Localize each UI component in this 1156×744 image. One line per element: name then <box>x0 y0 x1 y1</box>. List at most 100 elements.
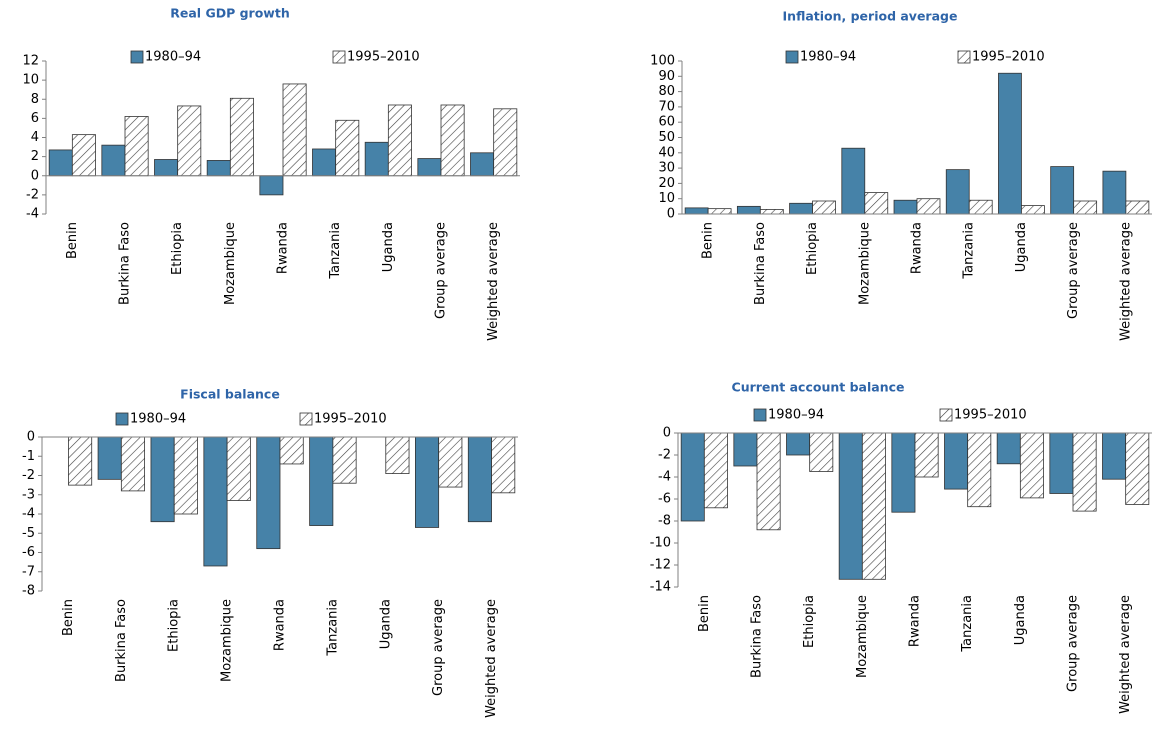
bar <box>309 436 334 526</box>
y-tick-label: 0 <box>31 168 39 183</box>
bar <box>177 105 202 177</box>
y-tick-label: 2 <box>31 149 39 164</box>
bar <box>467 436 492 523</box>
bar <box>71 134 96 177</box>
bar <box>1102 432 1127 480</box>
bar <box>364 141 389 177</box>
y-tick-label: -4 <box>658 470 671 485</box>
bar <box>861 432 886 580</box>
bar <box>967 432 992 508</box>
y-tick-label: 100 <box>650 54 675 69</box>
legend-label: 1995–2010 <box>954 408 1027 423</box>
chart-title: Current account balance <box>732 380 905 395</box>
x-tick-label: Burkina Faso <box>118 222 133 305</box>
x-tick-label: Benin <box>65 222 80 259</box>
bar <box>279 436 304 465</box>
bar <box>841 147 866 215</box>
bar <box>945 169 970 215</box>
y-tick-label: 4 <box>31 130 39 145</box>
x-tick-label: Tanzania <box>960 595 975 653</box>
bar <box>48 149 73 177</box>
bar <box>1073 200 1098 215</box>
x-tick-label: Rwanda <box>276 222 291 274</box>
bar <box>414 436 440 528</box>
y-tick-label: 60 <box>658 115 675 130</box>
bar <box>124 116 149 177</box>
bar <box>1021 205 1045 215</box>
bar <box>1049 432 1074 494</box>
legend-label: 1995–2010 <box>314 412 387 427</box>
x-tick-label: Tanzania <box>962 222 977 280</box>
y-tick-label: 70 <box>658 99 675 114</box>
bar <box>891 432 916 513</box>
legend-label: 1995–2010 <box>347 50 420 65</box>
bar <box>707 208 732 215</box>
x-tick-label: Mozambique <box>223 222 238 305</box>
x-tick-label: Mozambique <box>855 595 870 678</box>
y-tick-label: -14 <box>650 580 671 595</box>
bar <box>996 432 1021 465</box>
bar <box>703 432 728 509</box>
bar <box>736 205 761 215</box>
x-tick-label: Ethiopia <box>805 222 820 275</box>
x-tick-label: Rwanda <box>273 599 288 651</box>
bar <box>120 436 146 492</box>
bar <box>968 199 993 215</box>
bar <box>733 432 758 467</box>
bar <box>1050 166 1075 215</box>
y-tick-label: -6 <box>658 492 671 507</box>
bar <box>154 159 179 177</box>
bar <box>97 436 122 480</box>
bar <box>332 436 357 484</box>
chart-title: Real GDP growth <box>170 6 289 21</box>
bar <box>680 432 705 522</box>
bar <box>1125 432 1150 505</box>
x-tick-label: Rwanda <box>908 595 923 647</box>
y-tick-label: -4 <box>26 207 39 222</box>
bar <box>493 108 518 177</box>
bar <box>812 200 836 215</box>
y-tick-label: 20 <box>658 176 675 191</box>
x-tick-label: Mozambique <box>857 222 872 305</box>
bar <box>101 144 126 177</box>
x-tick-label: Uganda <box>1014 222 1029 272</box>
bar <box>173 436 198 515</box>
x-tick-label: Benin <box>697 595 712 632</box>
y-tick-label: 6 <box>31 111 39 126</box>
bar <box>914 432 939 478</box>
bar <box>998 72 1022 215</box>
x-tick-label: Weighted average <box>1118 222 1133 341</box>
x-tick-label: Uganda <box>1013 595 1028 645</box>
bar <box>259 175 284 196</box>
y-tick-label: 0 <box>667 207 675 222</box>
x-tick-label: Benin <box>61 599 76 636</box>
x-tick-label: Rwanda <box>910 222 925 274</box>
y-tick-label: -8 <box>22 584 35 599</box>
x-tick-label: Burkina Faso <box>114 599 129 682</box>
bar <box>312 148 337 177</box>
y-tick-label: 30 <box>658 161 675 176</box>
y-tick-label: 90 <box>658 69 675 84</box>
bar <box>68 436 93 486</box>
y-tick-label: -4 <box>22 507 35 522</box>
x-tick-label: Tanzania <box>325 599 340 657</box>
x-tick-label: Uganda <box>378 599 393 649</box>
y-tick-label: -6 <box>22 545 35 560</box>
legend-swatch <box>299 412 313 426</box>
legend-swatch <box>753 408 767 422</box>
legend-swatch <box>332 50 346 64</box>
y-tick-label: -8 <box>658 514 671 529</box>
legend-label: 1980–94 <box>768 408 824 423</box>
bar <box>838 432 863 580</box>
bar <box>1019 432 1044 499</box>
x-tick-label: Ethiopia <box>167 599 182 652</box>
x-tick-label: Ethiopia <box>802 595 817 648</box>
bar <box>1125 200 1150 215</box>
bar <box>491 436 516 494</box>
x-tick-label: Benin <box>701 222 716 259</box>
x-tick-label: Group average <box>431 599 446 696</box>
x-tick-label: Burkina Faso <box>753 222 768 305</box>
bar <box>150 436 175 523</box>
y-tick-label: -2 <box>22 468 35 483</box>
